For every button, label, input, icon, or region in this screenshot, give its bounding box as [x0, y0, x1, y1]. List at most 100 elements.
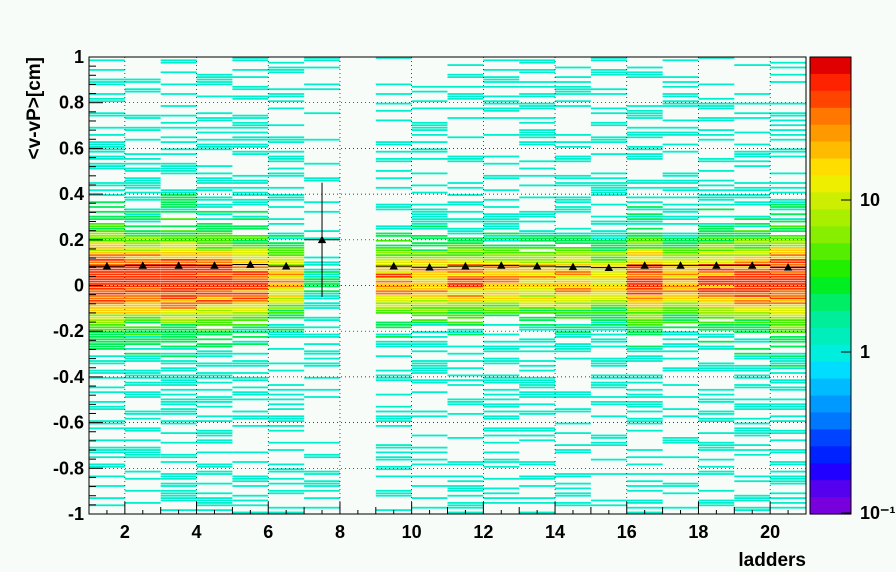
heatmap-cell [268, 223, 305, 225]
heatmap-cell [590, 504, 627, 507]
heatmap-cell [196, 482, 233, 485]
heatmap-cell [447, 502, 484, 504]
heatmap-cell [483, 345, 520, 348]
heatmap-cell [483, 297, 520, 300]
heatmap-cell [411, 285, 448, 288]
heatmap-cell [519, 251, 555, 254]
heatmap-cell [232, 203, 269, 206]
heatmap-cell [375, 239, 412, 242]
heatmap-cell [590, 93, 627, 95]
heatmap-cell [483, 232, 520, 235]
heatmap-cell [770, 309, 806, 312]
heatmap-cell [89, 307, 125, 309]
heatmap-cell [304, 456, 340, 459]
heatmap-cell [519, 232, 555, 235]
heatmap-cell [124, 453, 161, 456]
heatmap-cell [89, 143, 125, 146]
heatmap-cell [698, 198, 735, 201]
heatmap-cell [770, 497, 806, 499]
heatmap-cell [160, 167, 197, 170]
heatmap-cell [160, 494, 197, 497]
heatmap-cell [626, 196, 663, 199]
heatmap-cell [519, 302, 555, 305]
heatmap-cell [519, 167, 555, 170]
heatmap-cell [734, 304, 771, 307]
heatmap-cell [89, 259, 125, 261]
heatmap-cell [555, 331, 591, 333]
heatmap-cell [375, 333, 412, 336]
heatmap-cell [734, 225, 771, 228]
heatmap-cell [160, 388, 197, 391]
heatmap-cell [662, 275, 699, 278]
colorbar-swatch [810, 90, 851, 109]
heatmap-cell [662, 297, 699, 300]
heatmap-cell [483, 417, 520, 420]
heatmap-cell [626, 304, 663, 307]
heatmap-cell [196, 401, 233, 403]
heatmap-cell [734, 297, 771, 300]
heatmap-cell [519, 131, 555, 134]
heatmap-cell [232, 153, 269, 155]
heatmap-cell [124, 502, 161, 504]
heatmap-cell [268, 492, 305, 495]
heatmap-cell [232, 324, 269, 326]
heatmap-cell [734, 268, 771, 271]
heatmap-cell [770, 256, 806, 259]
heatmap-cell [698, 232, 735, 235]
heatmap-cell [232, 275, 269, 278]
heatmap-cell [662, 299, 699, 302]
heatmap-cell [770, 475, 806, 478]
heatmap-cell [555, 328, 591, 331]
heatmap-cell [232, 336, 269, 338]
heatmap-cell [160, 230, 197, 232]
heatmap-cell [160, 482, 197, 485]
heatmap-cell [447, 273, 484, 276]
heatmap-cell [519, 307, 555, 309]
heatmap-cell [698, 249, 735, 252]
heatmap-cell [483, 287, 520, 290]
heatmap-cell [590, 247, 627, 249]
heatmap-cell [89, 155, 125, 158]
heatmap-cell [124, 396, 161, 398]
heatmap-cell [626, 239, 663, 242]
heatmap-cell [519, 461, 555, 463]
heatmap-cell [555, 292, 591, 295]
colorbar-label: 10⁻¹ [860, 503, 896, 523]
heatmap-cell [268, 468, 305, 471]
heatmap-cell [375, 345, 412, 348]
y-tick-label: -0.6 [53, 413, 84, 433]
heatmap-cell [160, 114, 197, 117]
heatmap-cell [375, 369, 412, 372]
heatmap-cell [232, 328, 269, 331]
heatmap-cell [590, 396, 627, 398]
colorbar-swatch [810, 378, 851, 397]
y-tick-label: 0.2 [59, 230, 84, 250]
heatmap-cell [662, 485, 699, 487]
heatmap-cell [770, 398, 806, 401]
heatmap-cell [196, 331, 233, 333]
heatmap-cell [590, 273, 627, 276]
heatmap-cell [160, 256, 197, 259]
heatmap-cell [770, 186, 806, 189]
heatmap-cell [770, 420, 806, 422]
heatmap-cell [411, 227, 448, 230]
heatmap-cell [375, 444, 412, 446]
heatmap-cell [590, 415, 627, 418]
heatmap-cell [662, 437, 699, 439]
heatmap-cell [519, 324, 555, 326]
heatmap-cell [698, 326, 735, 329]
heatmap-cell [124, 299, 161, 302]
heatmap-cell [447, 475, 484, 478]
heatmap-cell [89, 184, 125, 187]
heatmap-cell [89, 287, 125, 290]
heatmap-cell [268, 232, 305, 235]
heatmap-cell [89, 348, 125, 350]
heatmap-cell [698, 499, 735, 502]
heatmap-cell [232, 256, 269, 259]
heatmap-cell [160, 232, 197, 235]
heatmap-cell [447, 230, 484, 232]
heatmap-cell [375, 299, 412, 302]
heatmap-cell [555, 158, 591, 160]
heatmap-cell [626, 227, 663, 230]
heatmap-cell [89, 497, 125, 499]
